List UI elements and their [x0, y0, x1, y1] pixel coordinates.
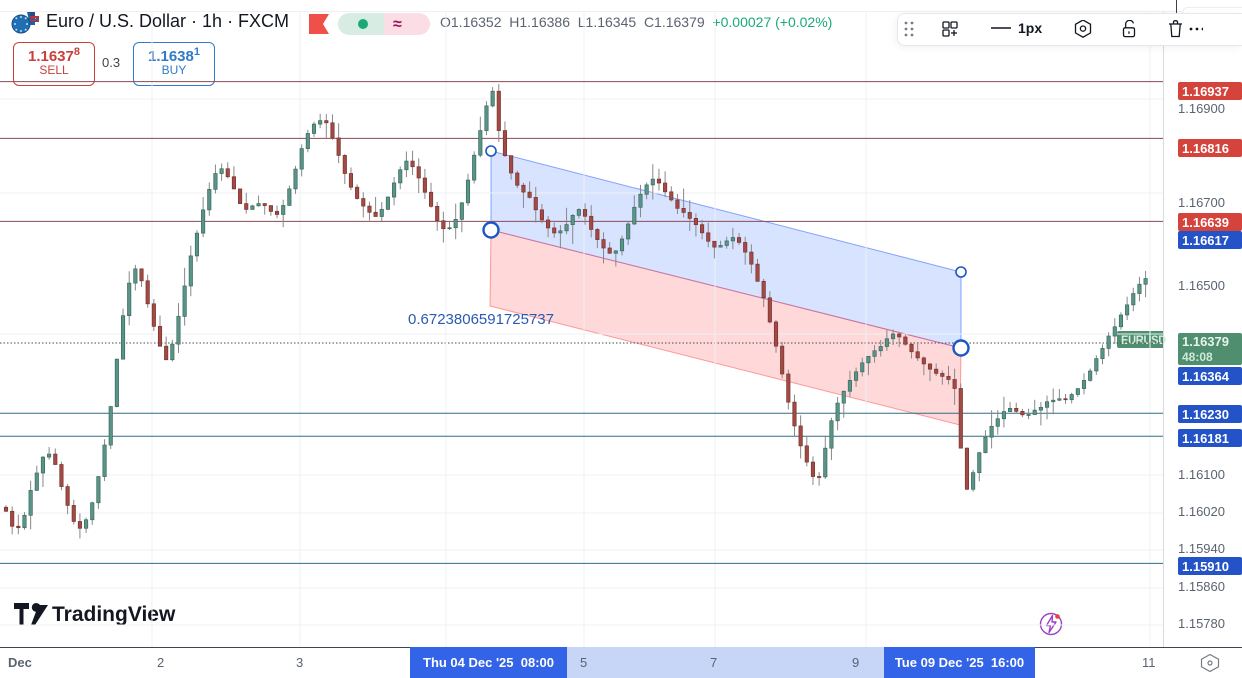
svg-text:1px: 1px [1018, 20, 1042, 36]
